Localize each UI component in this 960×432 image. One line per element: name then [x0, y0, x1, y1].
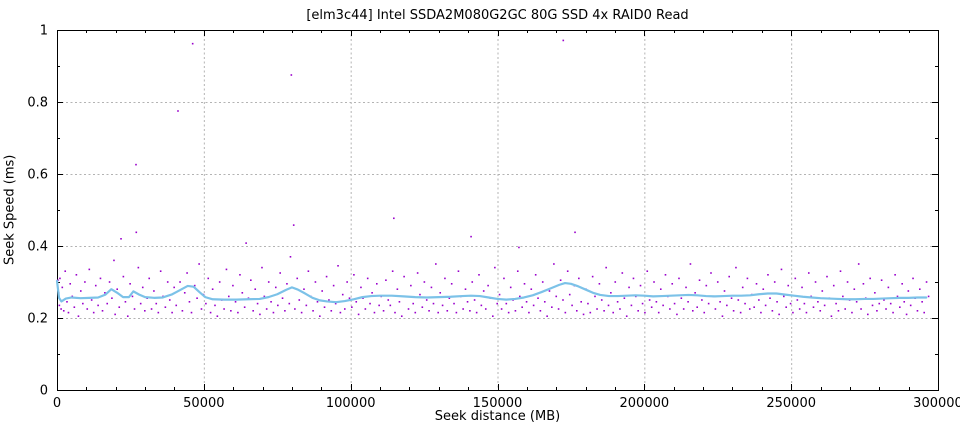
y-axis-label: Seek Speed (ms) — [2, 154, 18, 266]
x-axis-label: Seek distance (MB) — [434, 409, 561, 424]
chart-title: [elm3c44] Intel SSDA2M080G2GC 80G SSD 4x… — [306, 8, 689, 23]
